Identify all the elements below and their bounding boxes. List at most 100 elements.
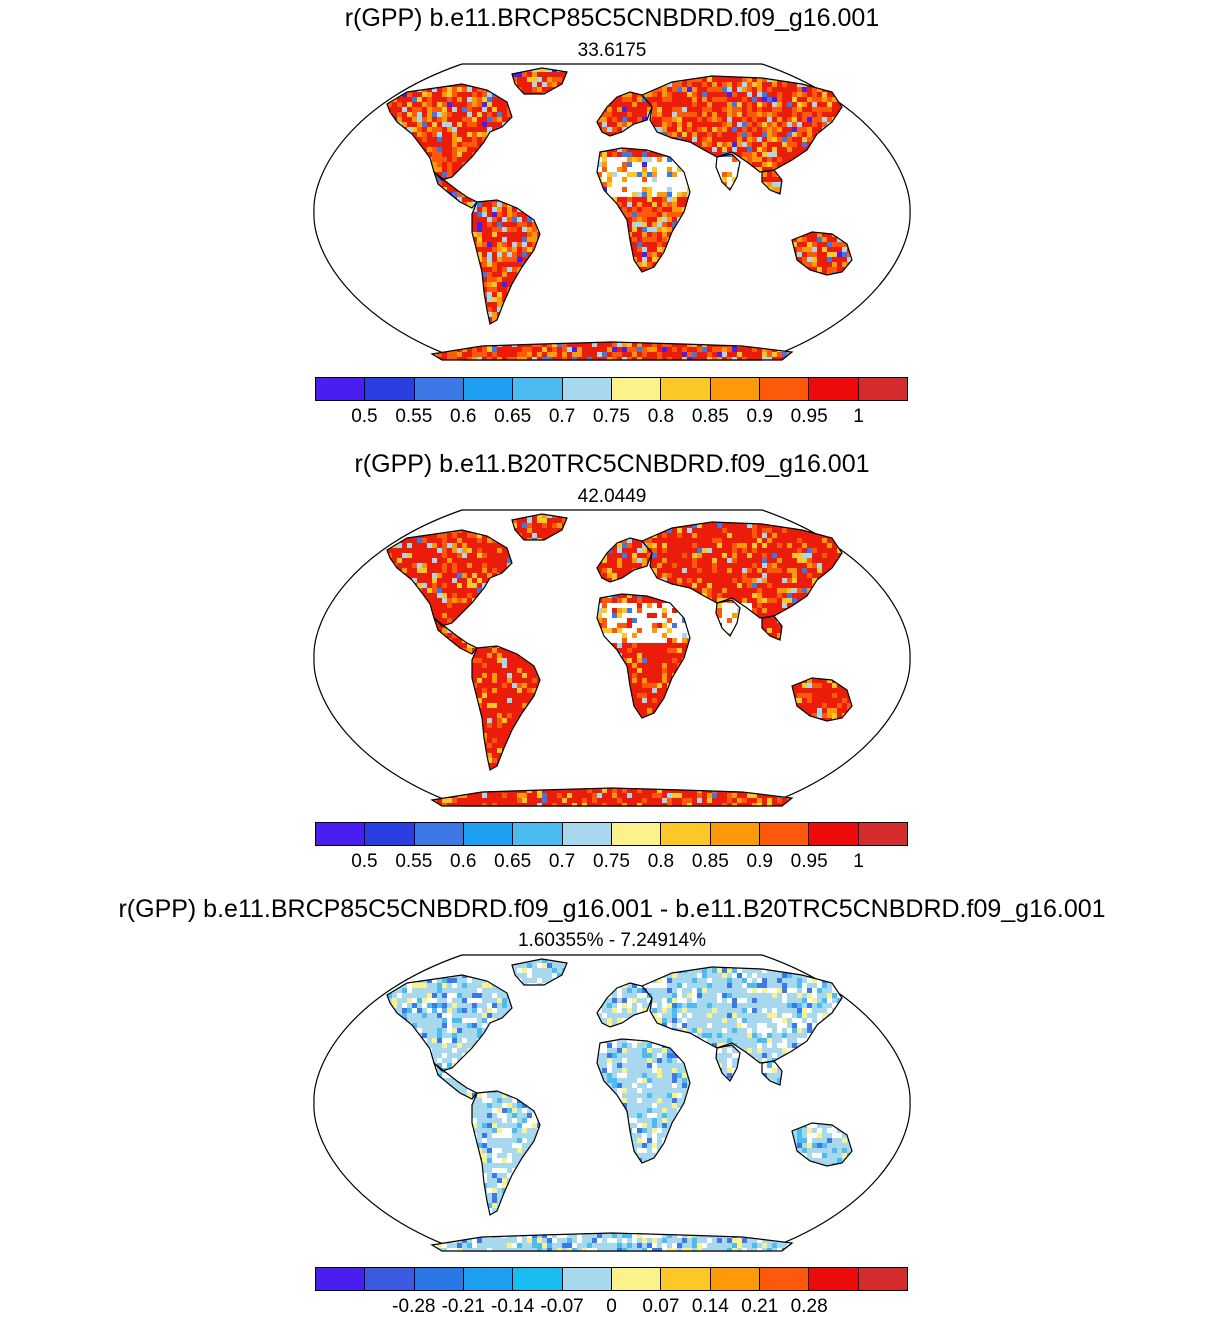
colorbar-swatch: [365, 1268, 415, 1290]
panel-title: r(GPP) b.e11.B20TRC5CNBDRD.f09_g16.001: [0, 450, 1224, 479]
coastline-centralAmerica: [432, 170, 478, 209]
colorbar-swatch: [414, 378, 464, 400]
colorbar-swatch: [414, 823, 464, 845]
colorbar-tick-label: 0.14: [692, 1296, 729, 1318]
colorbar-tick-label: 0.55: [395, 406, 432, 428]
panel-title: r(GPP) b.e11.BRCP85C5CNBDRD.f09_g16.001: [0, 4, 1224, 33]
colorbar-tick-label: 0.95: [791, 851, 828, 873]
coastline-seAsia: [761, 1060, 783, 1086]
colorbar-swatch: [414, 1268, 464, 1290]
coastline-india: [715, 1044, 741, 1082]
colorbar-tick-label: 0: [606, 1296, 617, 1318]
coastline-northAmerica: [386, 83, 513, 181]
coastline-centralAmerica: [432, 1061, 478, 1100]
colorbar-tick-label: 0.9: [747, 851, 773, 873]
colorbar-tick-label: -0.07: [540, 1296, 583, 1318]
colorbar-ticks: 0.5 0.55 0.6 0.65 0.7 0.75 0.8 0.85 0.9 0.95 1: [315, 406, 908, 430]
colorbar-swatch: [611, 823, 662, 845]
colorbar-tick-label: 0.5: [351, 406, 377, 428]
colorbar-tick-label: 0.65: [494, 851, 531, 873]
colorbar-tick-label: 0.9: [747, 406, 773, 428]
colorbar-swatch: [809, 1268, 859, 1290]
coastline-africa: [596, 1038, 691, 1164]
colorbar-swatch: [316, 823, 366, 845]
colorbar-swatch: [513, 378, 563, 400]
colorbar-tick-label: 0.55: [395, 851, 432, 873]
coastline-antarctica: [430, 787, 794, 807]
coastline-india: [715, 599, 741, 637]
colorbar-swatch: [661, 378, 711, 400]
panel-subtitle: 1.60355% - 7.24914%: [0, 930, 1224, 952]
colorbar-tick-label: 1: [853, 851, 864, 873]
colorbar-swatch: [759, 1268, 810, 1290]
colorbar-swatch: [710, 1268, 760, 1290]
colorbar-tick-label: 0.7: [549, 406, 575, 428]
colorbar-swatch: [463, 378, 514, 400]
coastline-africa: [596, 593, 691, 719]
coastline-greenland: [511, 513, 568, 541]
panel-subtitle: 42.0449: [0, 486, 1224, 508]
panel-subtitle: 33.6175: [0, 40, 1224, 62]
colorbar-swatch: [513, 823, 563, 845]
colorbar-tick-label: 0.8: [648, 406, 674, 428]
colorbar-tick-label: 0.21: [741, 1296, 778, 1318]
colorbar-swatch: [661, 823, 711, 845]
colorbar-tick-label: 0.85: [692, 406, 729, 428]
colorbar-swatch: [858, 823, 907, 845]
colorbar-swatch: [365, 378, 415, 400]
colorbar-tick-label: 0.65: [494, 406, 531, 428]
coastline-centralAmerica: [432, 616, 478, 655]
coastline-northAmerica: [386, 529, 513, 627]
colorbar-swatch: [463, 823, 514, 845]
colorbar-swatch: [562, 378, 612, 400]
colorbar-swatch: [365, 823, 415, 845]
colorbar-swatch: [611, 378, 662, 400]
coastline-europe: [596, 91, 653, 137]
colorbar-tick-label: 0.7: [549, 851, 575, 873]
coastline-australia: [791, 1122, 853, 1167]
colorbar: [315, 822, 908, 846]
colorbar-ticks: -0.28 -0.21 -0.14 -0.07 0 0.07 0.14 0.21 0.28: [315, 1296, 908, 1320]
colorbar-tick-label: 0.75: [593, 851, 630, 873]
panel-title: r(GPP) b.e11.BRCP85C5CNBDRD.f09_g16.001 …: [0, 895, 1224, 924]
colorbar-ticks: 0.5 0.55 0.6 0.65 0.7 0.75 0.8 0.85 0.9 0.95 1: [315, 851, 908, 875]
colorbar-swatch: [513, 1268, 563, 1290]
colorbar-tick-label: 1: [853, 406, 864, 428]
colorbar-swatch: [463, 1268, 514, 1290]
colorbar-swatch: [611, 1268, 662, 1290]
colorbar-swatch: [562, 823, 612, 845]
coastline-northAmerica: [386, 974, 513, 1072]
colorbar-tick-label: 0.5: [351, 851, 377, 873]
colorbar-swatch: [759, 378, 810, 400]
coastline-greenland: [511, 958, 568, 986]
colorbar-tick-label: -0.14: [491, 1296, 534, 1318]
colorbar-swatch: [562, 1268, 612, 1290]
coastline-southAmerica: [471, 645, 541, 771]
coastline-africa: [596, 147, 691, 273]
colorbar-swatch: [809, 823, 859, 845]
coastline-europe: [596, 982, 653, 1028]
colorbar: [315, 1267, 908, 1291]
coastline-seAsia: [761, 615, 783, 641]
colorbar-swatch: [661, 1268, 711, 1290]
coastline-southAmerica: [471, 1090, 541, 1216]
colorbar-tick-label: 0.85: [692, 851, 729, 873]
coastline-australia: [791, 231, 853, 276]
coastline-antarctica: [430, 1232, 794, 1252]
colorbar: [315, 377, 908, 401]
colorbar-tick-label: 0.28: [791, 1296, 828, 1318]
coastline-australia: [791, 677, 853, 722]
coastline-europe: [596, 537, 653, 583]
colorbar-tick-label: -0.28: [392, 1296, 435, 1318]
world-map: [313, 954, 911, 1252]
colorbar-tick-label: 0.95: [791, 406, 828, 428]
colorbar-swatch: [858, 378, 907, 400]
colorbar-swatch: [809, 378, 859, 400]
coastline-southAmerica: [471, 199, 541, 325]
coastline-greenland: [511, 67, 568, 95]
colorbar-tick-label: 0.07: [642, 1296, 679, 1318]
colorbar-tick-label: 0.75: [593, 406, 630, 428]
colorbar-swatch: [710, 378, 760, 400]
world-map: [313, 509, 911, 807]
world-map: [313, 63, 911, 361]
